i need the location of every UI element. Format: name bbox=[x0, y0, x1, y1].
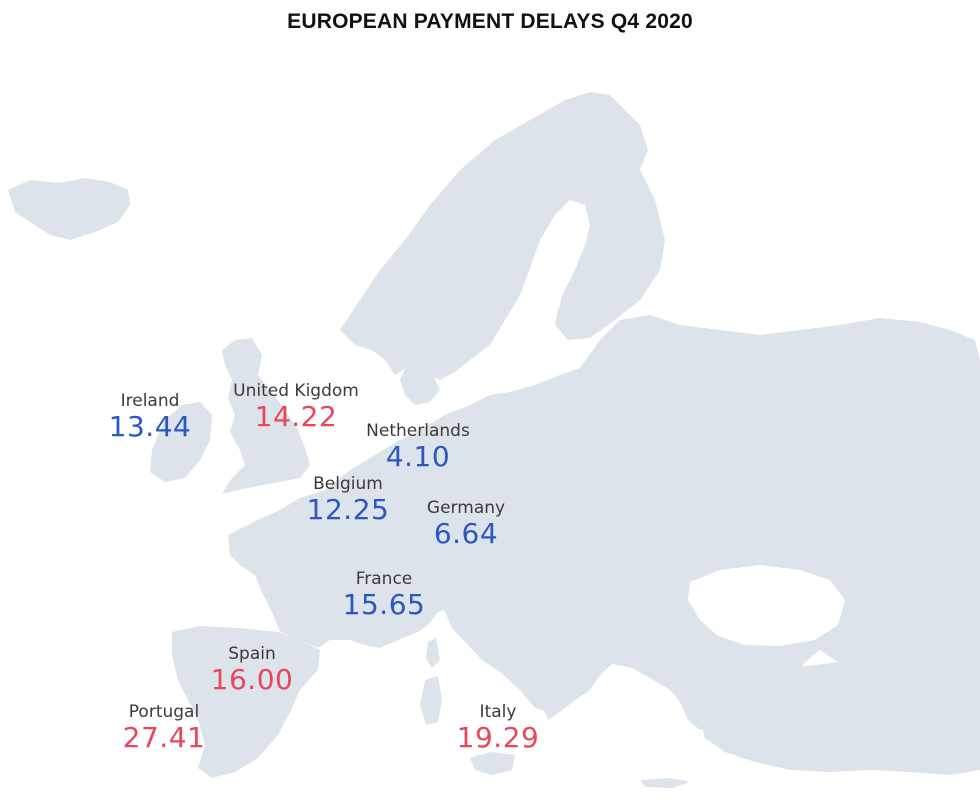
ireland-shape bbox=[150, 402, 212, 482]
label-italy: Italy 19.29 bbox=[457, 702, 540, 754]
anatolia-shape bbox=[698, 660, 980, 775]
iceland-shape bbox=[8, 178, 130, 240]
denmark-shape bbox=[400, 358, 440, 405]
country-name: Ireland bbox=[120, 391, 180, 411]
label-netherlands: Netherlands 4.10 bbox=[366, 421, 470, 473]
map-title: EUROPEAN PAYMENT DELAYS Q4 2020 bbox=[287, 10, 693, 33]
black-sea-shape bbox=[688, 565, 845, 646]
label-germany: Germany 6.64 bbox=[427, 498, 505, 550]
country-value: 6.64 bbox=[433, 517, 499, 550]
country-name: Belgium bbox=[313, 474, 383, 494]
country-value: 27.41 bbox=[122, 721, 206, 754]
country-name: France bbox=[355, 569, 413, 589]
sardinia-shape bbox=[420, 676, 442, 725]
country-name: Spain bbox=[228, 644, 276, 664]
baltic-sea-shape bbox=[488, 262, 565, 360]
country-value: 14.22 bbox=[254, 400, 338, 433]
italy-shape bbox=[440, 598, 555, 712]
label-portugal: Portugal 27.41 bbox=[123, 702, 206, 754]
corsica-shape bbox=[426, 638, 440, 668]
country-value: 13.44 bbox=[108, 410, 192, 443]
country-name: Germany bbox=[426, 498, 506, 518]
country-value: 19.29 bbox=[456, 721, 540, 754]
country-value: 16.00 bbox=[210, 663, 294, 696]
great-britain-shape bbox=[222, 338, 310, 494]
country-name: United Kigdom bbox=[233, 381, 359, 401]
country-name: Portugal bbox=[128, 702, 200, 722]
country-value: 15.65 bbox=[342, 588, 426, 621]
country-value: 4.10 bbox=[385, 440, 451, 473]
crete-shape bbox=[640, 778, 690, 788]
country-name: Italy bbox=[479, 702, 517, 722]
country-name: Netherlands bbox=[366, 421, 470, 441]
sicily-shape bbox=[470, 752, 515, 775]
label-united-kingdom: United Kigdom 14.22 bbox=[233, 381, 359, 433]
label-spain: Spain 16.00 bbox=[211, 644, 294, 696]
scandinavia-shape bbox=[340, 92, 665, 380]
iberia-shape bbox=[172, 626, 320, 778]
label-ireland: Ireland 13.44 bbox=[109, 391, 192, 443]
label-france: France 15.65 bbox=[343, 569, 426, 621]
label-belgium: Belgium 12.25 bbox=[307, 474, 390, 526]
country-value: 12.25 bbox=[306, 493, 390, 526]
